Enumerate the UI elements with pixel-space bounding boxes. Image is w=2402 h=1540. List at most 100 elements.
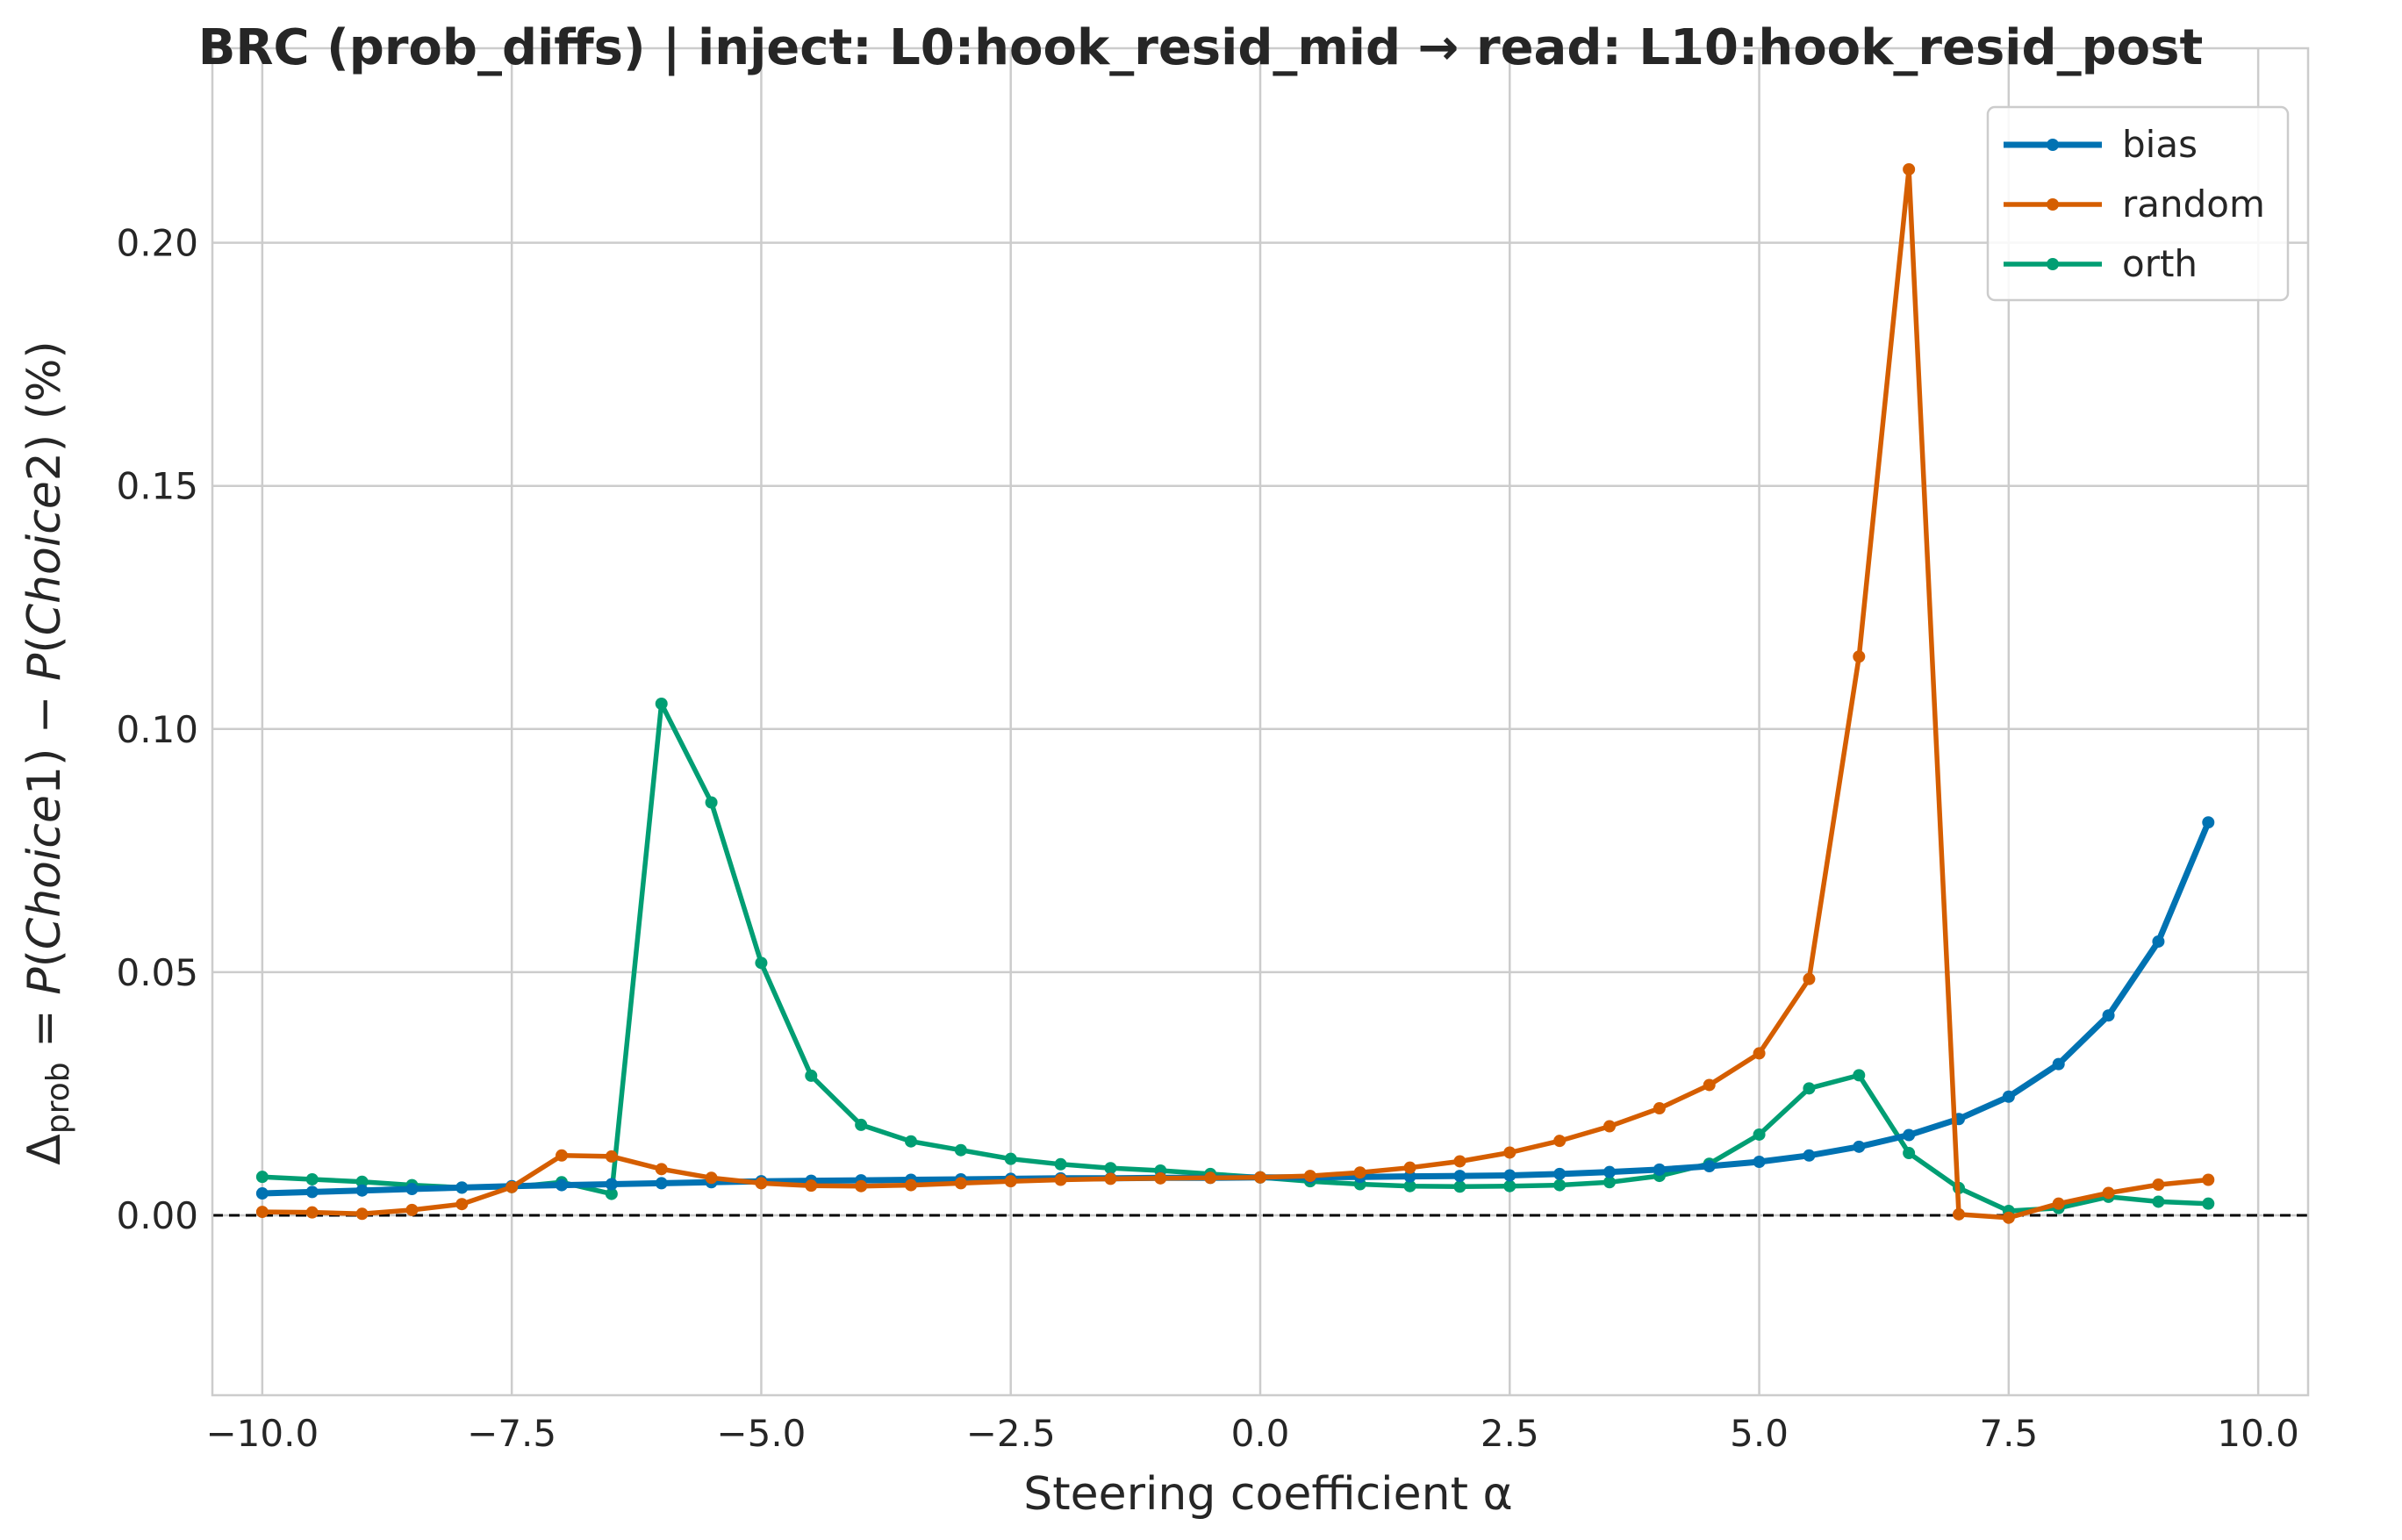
data-point-orth xyxy=(1553,1178,1567,1192)
ylabel-p2: P xyxy=(18,653,71,681)
data-point-bias xyxy=(1803,1149,1816,1162)
legend-marker-bias xyxy=(2047,139,2059,151)
data-point-random xyxy=(655,1163,668,1176)
legend-box xyxy=(1986,105,2290,302)
data-point-bias xyxy=(2202,816,2215,829)
data-point-orth xyxy=(1403,1179,1416,1193)
data-point-random xyxy=(1453,1155,1466,1168)
x-tick-label: −5.0 xyxy=(716,1412,806,1455)
data-point-bias xyxy=(1653,1163,1666,1176)
y-tick-label: 0.15 xyxy=(116,465,198,508)
data-point-random xyxy=(255,1206,269,1219)
data-point-random xyxy=(1553,1135,1567,1148)
y-tick-label: 0.20 xyxy=(116,222,198,265)
legend-label-bias: bias xyxy=(2122,123,2198,166)
data-point-random xyxy=(1703,1078,1716,1092)
data-point-random xyxy=(2202,1173,2215,1186)
data-point-orth xyxy=(1453,1180,1466,1193)
data-point-orth xyxy=(1753,1128,1766,1141)
data-point-random xyxy=(355,1207,369,1221)
data-point-bias xyxy=(2152,935,2165,948)
data-point-random xyxy=(1004,1175,1017,1188)
data-point-bias xyxy=(1403,1170,1416,1183)
data-point-bias xyxy=(1553,1167,1567,1180)
series-line-random xyxy=(260,167,2212,1221)
data-point-random xyxy=(305,1206,319,1219)
data-point-orth xyxy=(1054,1157,1067,1171)
data-point-orth xyxy=(255,1171,269,1184)
ylabel-n2: 2 xyxy=(18,452,71,481)
data-point-orth xyxy=(855,1118,868,1131)
data-point-bias xyxy=(455,1181,469,1194)
ylabel-close1: ) xyxy=(18,749,71,766)
data-point-orth xyxy=(1004,1152,1017,1165)
data-point-bias xyxy=(605,1178,618,1191)
y-tick-label: 0.10 xyxy=(116,708,198,751)
data-point-random xyxy=(455,1198,469,1211)
data-point-bias xyxy=(556,1178,568,1192)
ylabel-c2: Choice xyxy=(18,481,71,635)
data-point-orth xyxy=(1903,1147,1916,1160)
data-point-random xyxy=(1653,1102,1666,1115)
legend-item-orth: orth xyxy=(2004,242,2198,285)
x-tick-label: 5.0 xyxy=(1730,1412,1789,1455)
x-tick-label: −7.5 xyxy=(467,1412,556,1455)
data-point-orth xyxy=(2202,1197,2215,1210)
data-point-bias xyxy=(1603,1165,1616,1178)
data-point-bias xyxy=(355,1184,369,1197)
data-point-orth xyxy=(1104,1162,1117,1175)
ylabel-close2: ) xyxy=(18,434,71,452)
x-tick-label: 7.5 xyxy=(1979,1412,2038,1455)
x-axis-ticks: −10.0 −7.5 −5.0 −2.5 0.0 2.5 5.0 7.5 10.0 xyxy=(205,1412,2298,1455)
data-point-orth xyxy=(1603,1176,1616,1189)
data-point-bias xyxy=(2002,1090,2015,1103)
x-axis-label: Steering coefficient α xyxy=(1023,1468,1513,1521)
data-point-random xyxy=(805,1179,818,1193)
ylabel-c1: Choice xyxy=(18,795,71,949)
data-point-orth xyxy=(605,1187,618,1200)
data-point-orth xyxy=(755,956,768,970)
data-point-random xyxy=(2102,1186,2115,1200)
data-point-orth xyxy=(2152,1195,2165,1208)
data-point-random xyxy=(1054,1173,1067,1186)
data-point-bias xyxy=(1453,1170,1466,1183)
plot-area-frame xyxy=(211,47,2310,1397)
data-point-random xyxy=(556,1149,568,1162)
data-point-random xyxy=(1803,972,1816,985)
data-point-random xyxy=(1303,1170,1316,1183)
data-point-orth xyxy=(355,1175,369,1188)
data-point-bias xyxy=(405,1183,419,1196)
ylabel-minus: − xyxy=(18,681,71,749)
legend-item-bias: bias xyxy=(2004,123,2198,166)
data-point-orth xyxy=(1803,1082,1816,1095)
data-point-random xyxy=(855,1179,868,1193)
data-point-orth xyxy=(655,697,668,710)
data-point-orth xyxy=(1853,1069,1866,1082)
data-point-random xyxy=(405,1203,419,1216)
data-point-random xyxy=(1853,650,1866,663)
data-point-random xyxy=(1903,162,1916,175)
data-point-orth xyxy=(1503,1179,1516,1193)
data-point-orth xyxy=(305,1172,319,1185)
data-point-bias xyxy=(2052,1057,2065,1071)
data-point-bias xyxy=(1853,1140,1866,1153)
ylabel-delta: Δ xyxy=(18,1134,71,1165)
data-point-orth xyxy=(954,1143,967,1157)
data-point-bias xyxy=(1503,1169,1516,1182)
data-point-random xyxy=(1104,1172,1117,1185)
y-axis-label: Δprob = P(Choice1) − P(Choice2) (%) xyxy=(18,340,76,1164)
data-point-random xyxy=(1154,1171,1167,1185)
data-point-random xyxy=(505,1180,519,1193)
x-tick-label: 10.0 xyxy=(2217,1412,2299,1455)
data-point-bias xyxy=(255,1187,269,1200)
data-point-bias xyxy=(1753,1156,1766,1169)
data-point-random xyxy=(2002,1211,2015,1224)
y-tick-label: 0.05 xyxy=(116,951,198,994)
chart-title: BRC (prob_diffs) | inject: L0:hook_resid… xyxy=(198,19,2204,76)
data-point-random xyxy=(705,1171,718,1185)
series-layer xyxy=(255,162,2215,1224)
data-point-bias xyxy=(2102,1009,2115,1022)
x-tick-label: −2.5 xyxy=(966,1412,1056,1455)
data-point-random xyxy=(2152,1178,2165,1192)
legend-marker-orth xyxy=(2047,258,2059,270)
